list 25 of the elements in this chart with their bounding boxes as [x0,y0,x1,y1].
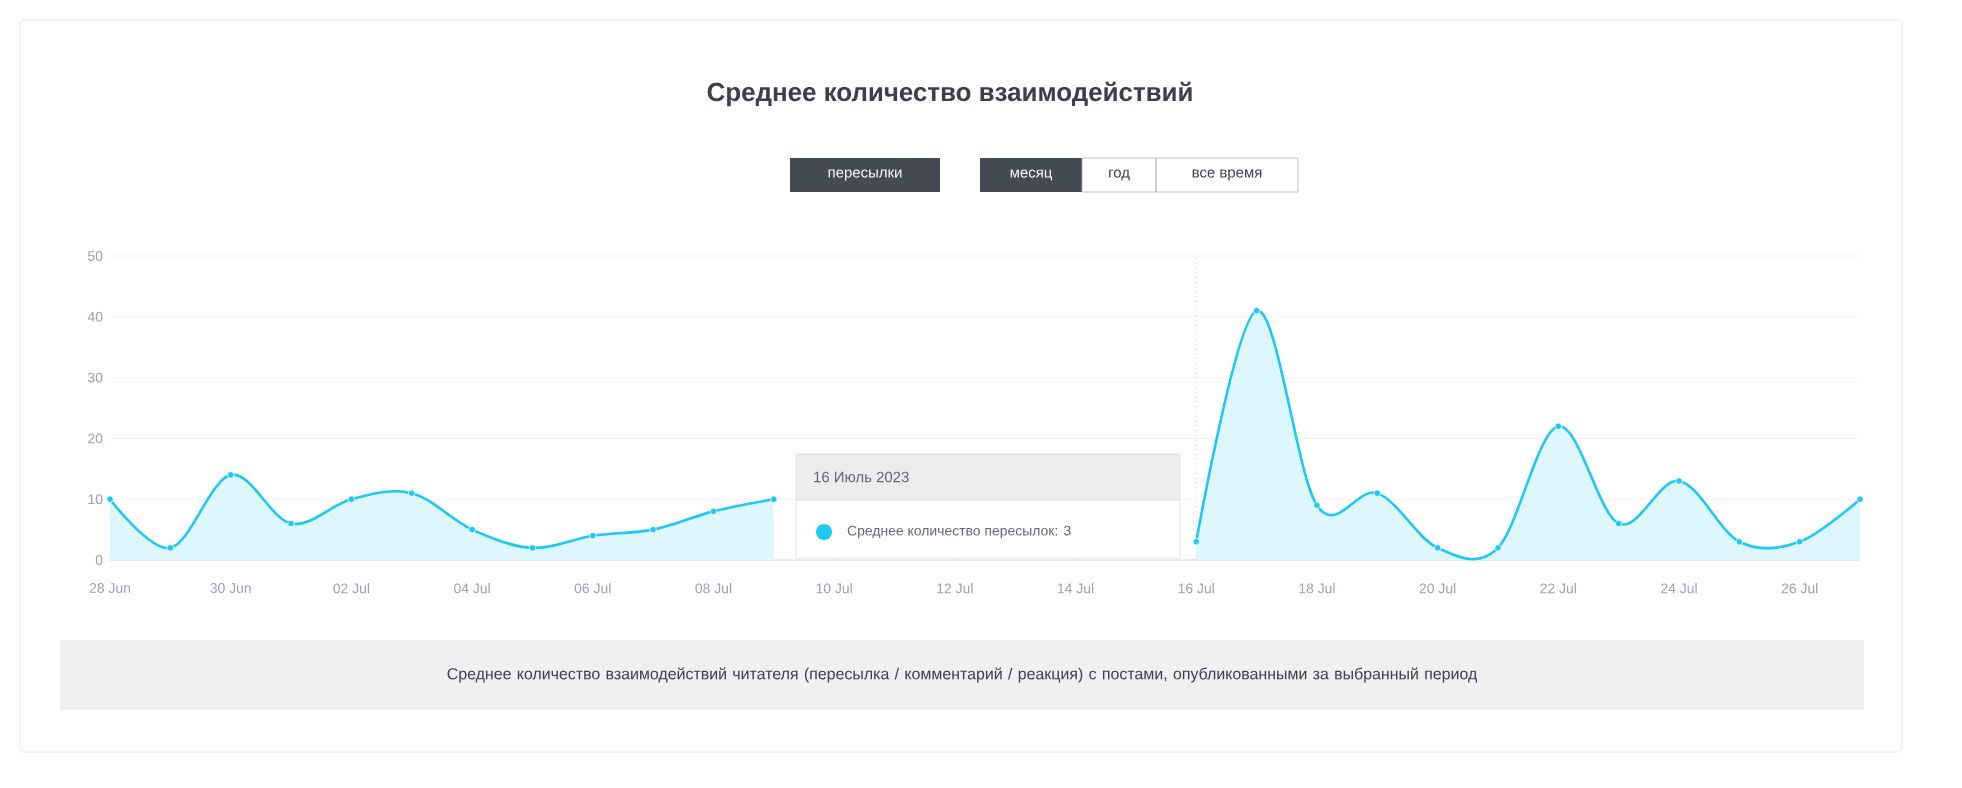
point [770,495,778,503]
point [106,495,114,503]
point [347,495,355,503]
point [227,471,235,479]
point [1796,538,1804,546]
point [1434,544,1442,552]
point [468,526,476,534]
point [1494,544,1502,552]
point [1252,307,1261,315]
point [287,519,295,528]
point [408,489,416,497]
point [589,532,597,540]
point [709,507,718,515]
point [1856,495,1864,503]
point [1313,501,1321,509]
point [1192,538,1200,546]
point [528,544,537,552]
point [1675,477,1683,485]
point [166,544,174,552]
point [1373,489,1381,497]
point [1615,519,1623,528]
chart-title: Среднее количество взаимодействий [707,81,1192,107]
point [1554,422,1562,430]
point [649,526,657,534]
point [1735,538,1743,546]
